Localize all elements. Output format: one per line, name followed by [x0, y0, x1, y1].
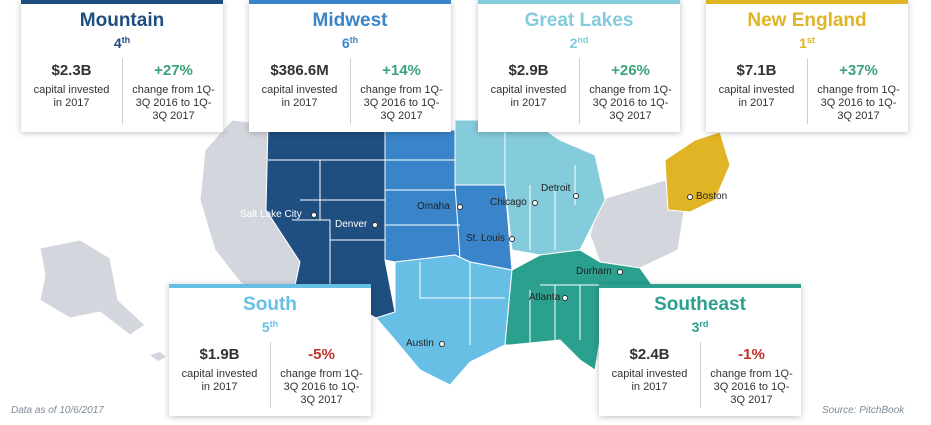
- region-name: Midwest: [312, 10, 388, 31]
- data-date-note: Data as of 10/6/2017: [11, 405, 104, 416]
- city-dot-durham: [617, 269, 623, 275]
- change-value: -5%: [308, 346, 335, 363]
- region-card-new-england: New England 1st $7.1B capital invested i…: [706, 0, 908, 132]
- alaska: [39, 239, 146, 336]
- city-label-austin: Austin: [406, 338, 434, 349]
- city-dot-omaha: [457, 204, 463, 210]
- change-value: +26%: [611, 62, 650, 79]
- city-label-durham: Durham: [576, 266, 612, 277]
- capital-invested-label: capital invested in 2017: [611, 368, 688, 393]
- capital-invested-value: $7.1B: [736, 62, 777, 79]
- capital-invested-value: $2.9B: [508, 62, 549, 79]
- new-england-region: [664, 131, 731, 213]
- region-rank: 2nd: [569, 35, 589, 51]
- change-value: +27%: [154, 62, 193, 79]
- source-note: Source: PitchBook: [822, 405, 905, 416]
- change-value: +14%: [382, 62, 421, 79]
- city-dot-chicago: [532, 200, 538, 206]
- capital-invested-value: $2.4B: [629, 346, 670, 363]
- capital-invested-label: capital invested in 2017: [718, 84, 795, 109]
- change-value: -1%: [738, 346, 765, 363]
- south-region: [375, 254, 513, 386]
- region-card-midwest: Midwest 6th $386.6M capital invested in …: [249, 0, 451, 132]
- city-dot-st-louis: [509, 236, 515, 242]
- region-name: Mountain: [79, 10, 165, 31]
- capital-invested-label: capital invested in 2017: [33, 84, 110, 109]
- capital-invested-label: capital invested in 2017: [261, 84, 338, 109]
- region-rank: 3rd: [691, 319, 709, 335]
- city-dot-detroit: [573, 193, 579, 199]
- change-label: change from 1Q-3Q 2016 to 1Q-3Q 2017: [710, 368, 793, 406]
- city-dot-atlanta: [562, 295, 568, 301]
- capital-invested-value: $386.6M: [270, 62, 329, 79]
- city-dot-boston: [687, 194, 693, 200]
- region-name: New England: [747, 10, 867, 31]
- city-dot-denver: [372, 222, 378, 228]
- city-label-chicago: Chicago: [490, 197, 527, 208]
- region-card-southeast: Southeast 3rd $2.4B capital invested in …: [599, 284, 801, 416]
- change-label: change from 1Q-3Q 2016 to 1Q-3Q 2017: [589, 84, 672, 122]
- region-rank: 1st: [799, 35, 815, 51]
- change-label: change from 1Q-3Q 2016 to 1Q-3Q 2017: [280, 368, 363, 406]
- city-dot-salt-lake-city: [311, 212, 317, 218]
- change-label: change from 1Q-3Q 2016 to 1Q-3Q 2017: [132, 84, 215, 122]
- change-value: +37%: [839, 62, 878, 79]
- capital-invested-value: $2.3B: [51, 62, 92, 79]
- region-card-south: South 5th $1.9B capital invested in 2017…: [169, 284, 371, 416]
- change-label: change from 1Q-3Q 2016 to 1Q-3Q 2017: [360, 84, 443, 122]
- region-name: Great Lakes: [524, 10, 634, 31]
- region-card-mountain: Mountain 4th $2.3B capital invested in 2…: [21, 0, 223, 132]
- region-rank: 6th: [341, 35, 359, 51]
- capital-invested-label: capital invested in 2017: [490, 84, 567, 109]
- region-rank: 4th: [113, 35, 131, 51]
- capital-invested-label: capital invested in 2017: [181, 368, 258, 393]
- region-card-great-lakes: Great Lakes 2nd $2.9B capital invested i…: [478, 0, 680, 132]
- change-label: change from 1Q-3Q 2016 to 1Q-3Q 2017: [817, 84, 900, 122]
- city-label-st-louis: St. Louis: [466, 233, 505, 244]
- city-dot-austin: [439, 341, 445, 347]
- city-label-omaha: Omaha: [417, 201, 450, 212]
- city-label-boston: Boston: [696, 191, 728, 202]
- region-name: Southeast: [654, 294, 746, 315]
- hawaii: [150, 352, 166, 361]
- city-label-atlanta: Atlanta: [529, 292, 561, 303]
- city-label-denver: Denver: [335, 219, 368, 230]
- region-name: South: [243, 294, 297, 315]
- city-label-salt-lake-city: Salt Lake City: [240, 209, 302, 220]
- city-label-detroit: Detroit: [541, 183, 571, 194]
- region-rank: 5th: [261, 319, 279, 335]
- capital-invested-value: $1.9B: [199, 346, 240, 363]
